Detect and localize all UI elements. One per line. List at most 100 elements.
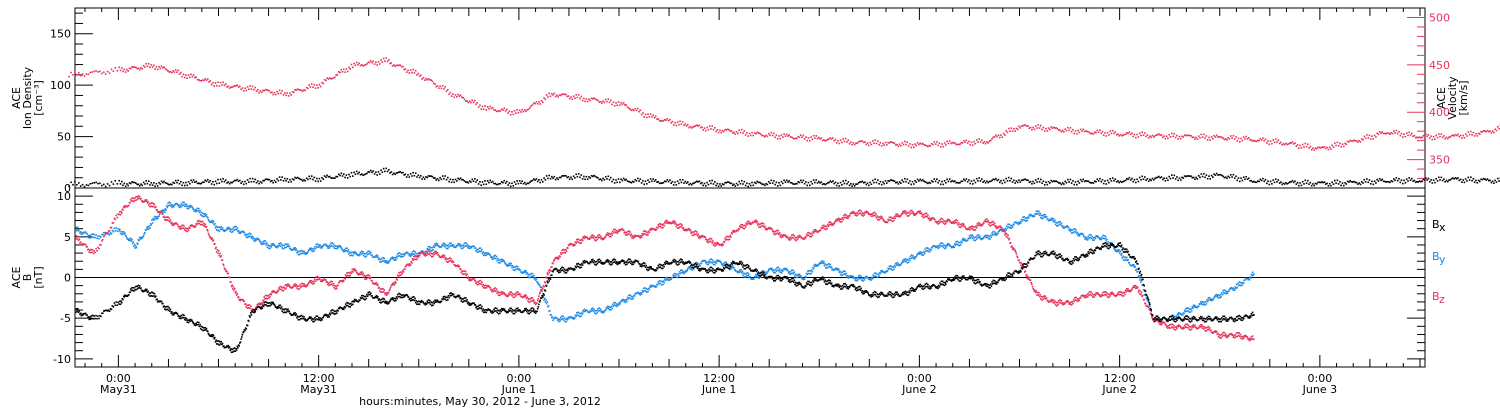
- by-point: [893, 268, 895, 271]
- by-point: [477, 251, 480, 253]
- velocity-point: [1462, 134, 1464, 137]
- by-point: [608, 305, 610, 308]
- density-point: [301, 180, 304, 182]
- density-point: [1061, 182, 1064, 184]
- density-point: [1122, 180, 1124, 183]
- velocity-point: [1196, 138, 1199, 140]
- velocity-point: [733, 131, 735, 134]
- by-point: [798, 273, 801, 276]
- density-point: [527, 182, 530, 185]
- by-point: [641, 290, 644, 292]
- by-point: [797, 273, 799, 276]
- by-point: [930, 249, 932, 251]
- by-point: [393, 257, 395, 259]
- by-point: [535, 278, 538, 280]
- velocity-point: [1384, 132, 1386, 135]
- density-point: [610, 176, 612, 179]
- density-point: [153, 182, 155, 184]
- by-point: [515, 265, 518, 268]
- by-point: [606, 305, 609, 308]
- velocity-point: [1481, 131, 1484, 133]
- density-point: [289, 178, 291, 181]
- density-point: [521, 180, 523, 182]
- density-point: [932, 181, 934, 183]
- by-point: [919, 251, 921, 253]
- by-point: [87, 234, 90, 237]
- velocity-point: [268, 90, 271, 92]
- density-point: [1414, 181, 1417, 184]
- density-point: [974, 181, 977, 184]
- by-point: [956, 243, 958, 245]
- density-point: [1422, 178, 1425, 181]
- velocity-point: [174, 69, 177, 71]
- by-point: [398, 252, 400, 254]
- by-point: [441, 244, 444, 247]
- by-point: [769, 268, 771, 271]
- by-point: [188, 205, 190, 207]
- density-point: [1100, 180, 1102, 183]
- velocity-point: [644, 113, 647, 116]
- density-point: [169, 183, 172, 185]
- by-point: [952, 246, 954, 249]
- by-point: [628, 294, 630, 297]
- density-point: [1005, 177, 1007, 180]
- density-point: [1176, 176, 1178, 178]
- velocity-point: [382, 57, 385, 60]
- velocity-point: [173, 71, 176, 73]
- by-point: [1016, 222, 1019, 224]
- by-point: [696, 265, 699, 267]
- density-point: [640, 182, 643, 184]
- density-point: [1182, 177, 1185, 179]
- density-point: [1169, 177, 1172, 180]
- velocity-point: [545, 94, 548, 96]
- velocity-point: [910, 146, 912, 149]
- by-point: [877, 276, 879, 279]
- velocity-point: [850, 141, 852, 143]
- velocity-point: [1369, 138, 1372, 140]
- density-point: [948, 178, 951, 180]
- by-point: [200, 211, 203, 214]
- by-point: [1007, 226, 1010, 228]
- by-point: [856, 277, 859, 279]
- density-point: [246, 179, 249, 181]
- velocity-point: [870, 143, 873, 146]
- velocity-point: [276, 90, 278, 93]
- by-point: [534, 277, 536, 279]
- by-point: [986, 236, 989, 239]
- density-point: [167, 183, 169, 185]
- density-point: [273, 179, 276, 182]
- velocity-point: [961, 142, 964, 144]
- density-point: [1491, 180, 1494, 183]
- density-point: [201, 181, 204, 184]
- by-point: [558, 320, 560, 323]
- velocity-point: [1332, 146, 1335, 148]
- density-point: [566, 176, 568, 179]
- density-point: [285, 180, 287, 182]
- density-point: [642, 180, 644, 182]
- velocity-point: [1395, 129, 1398, 132]
- by-point: [873, 275, 875, 278]
- by-point: [531, 272, 534, 275]
- density-point: [773, 180, 775, 182]
- density-tick-label: 150: [50, 28, 71, 41]
- velocity-point: [1041, 128, 1043, 131]
- velocity-point: [307, 87, 309, 90]
- density-point: [1197, 175, 1200, 177]
- velocity-point: [875, 142, 878, 145]
- by-point: [663, 278, 666, 280]
- velocity-point: [452, 93, 454, 95]
- by-point: [615, 303, 618, 305]
- density-point: [413, 174, 416, 177]
- velocity-point: [89, 71, 92, 74]
- density-point: [724, 181, 726, 184]
- by-point: [791, 269, 793, 272]
- velocity-point: [456, 96, 458, 98]
- by-point: [181, 204, 183, 207]
- velocity-point: [1272, 139, 1274, 141]
- density-point: [323, 175, 326, 177]
- by-point: [187, 205, 189, 208]
- by-point: [156, 217, 159, 220]
- by-point: [192, 208, 195, 211]
- velocity-point: [959, 143, 961, 145]
